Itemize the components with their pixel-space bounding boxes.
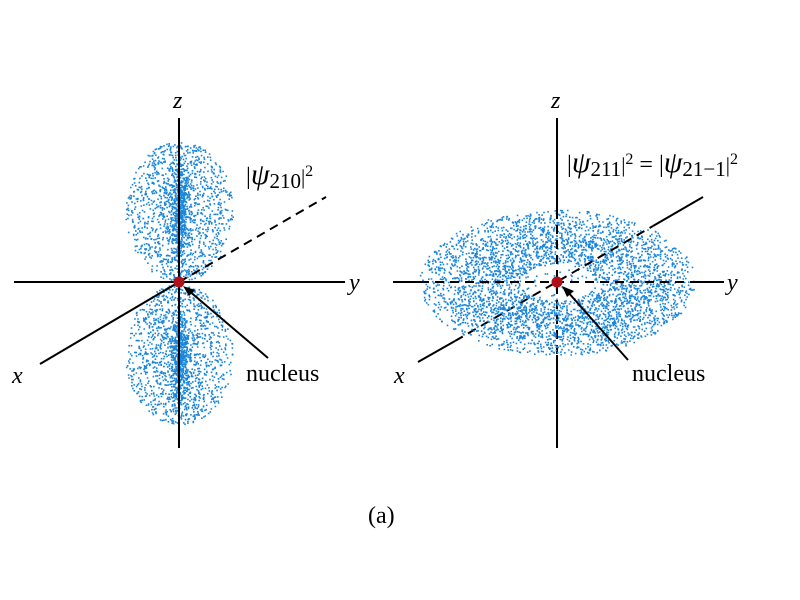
- left-nucleus-dot: [173, 276, 185, 288]
- left-wavefunction-label: |ψ210|2: [246, 158, 313, 193]
- right-wavefunction-label: |ψ211|2 = |ψ21−1|2: [567, 146, 738, 181]
- left-psi-symbol: ψ: [251, 158, 271, 191]
- left-x-axis-back: [178, 196, 327, 283]
- figure-caption: (a): [368, 503, 395, 529]
- left-axis-z-label: z: [172, 88, 183, 114]
- right-axis-z-label: z: [550, 88, 561, 114]
- right-axis-x-label: x: [393, 363, 405, 389]
- left-panel: z y x |ψ210|2 nucleus: [11, 88, 360, 448]
- right-axis-y-label: y: [725, 270, 738, 296]
- right-psi-power-b: 2: [730, 151, 738, 168]
- left-nucleus-label: nucleus: [246, 361, 319, 387]
- left-psi-power: 2: [305, 163, 313, 180]
- right-nucleus-arrowhead: [562, 286, 574, 297]
- left-nucleus-pointer: [187, 289, 269, 359]
- right-psi-index-b: 21−1: [682, 157, 725, 181]
- right-probability-cloud-front: [423, 290, 690, 356]
- right-panel: z y x |ψ211|2 = |ψ21−1|2 nucleus: [393, 88, 738, 448]
- right-probability-cloud-back: [419, 209, 695, 292]
- left-x-axis: [39, 281, 180, 365]
- cloud-stipple: [419, 209, 695, 292]
- right-x-axis-front: [417, 340, 456, 363]
- right-nucleus-label: nucleus: [632, 361, 705, 387]
- right-equals-sign: =: [639, 152, 653, 178]
- left-psi-index: 210: [269, 169, 301, 193]
- right-psi-symbol-b: ψ: [664, 146, 684, 179]
- right-psi-index-a: 211: [590, 157, 621, 181]
- right-psi-power-a: 2: [625, 151, 633, 168]
- left-axis-x-label: x: [11, 363, 23, 389]
- right-x-axis-back: [652, 196, 704, 227]
- right-psi-symbol-a: ψ: [572, 146, 592, 179]
- cloud-stipple: [167, 285, 193, 420]
- right-nucleus-pointer: [566, 290, 629, 361]
- left-axis-y-label: y: [347, 270, 360, 296]
- cloud-stipple: [423, 290, 690, 356]
- left-nucleus-arrowhead: [183, 286, 195, 296]
- right-nucleus-dot: [551, 276, 563, 288]
